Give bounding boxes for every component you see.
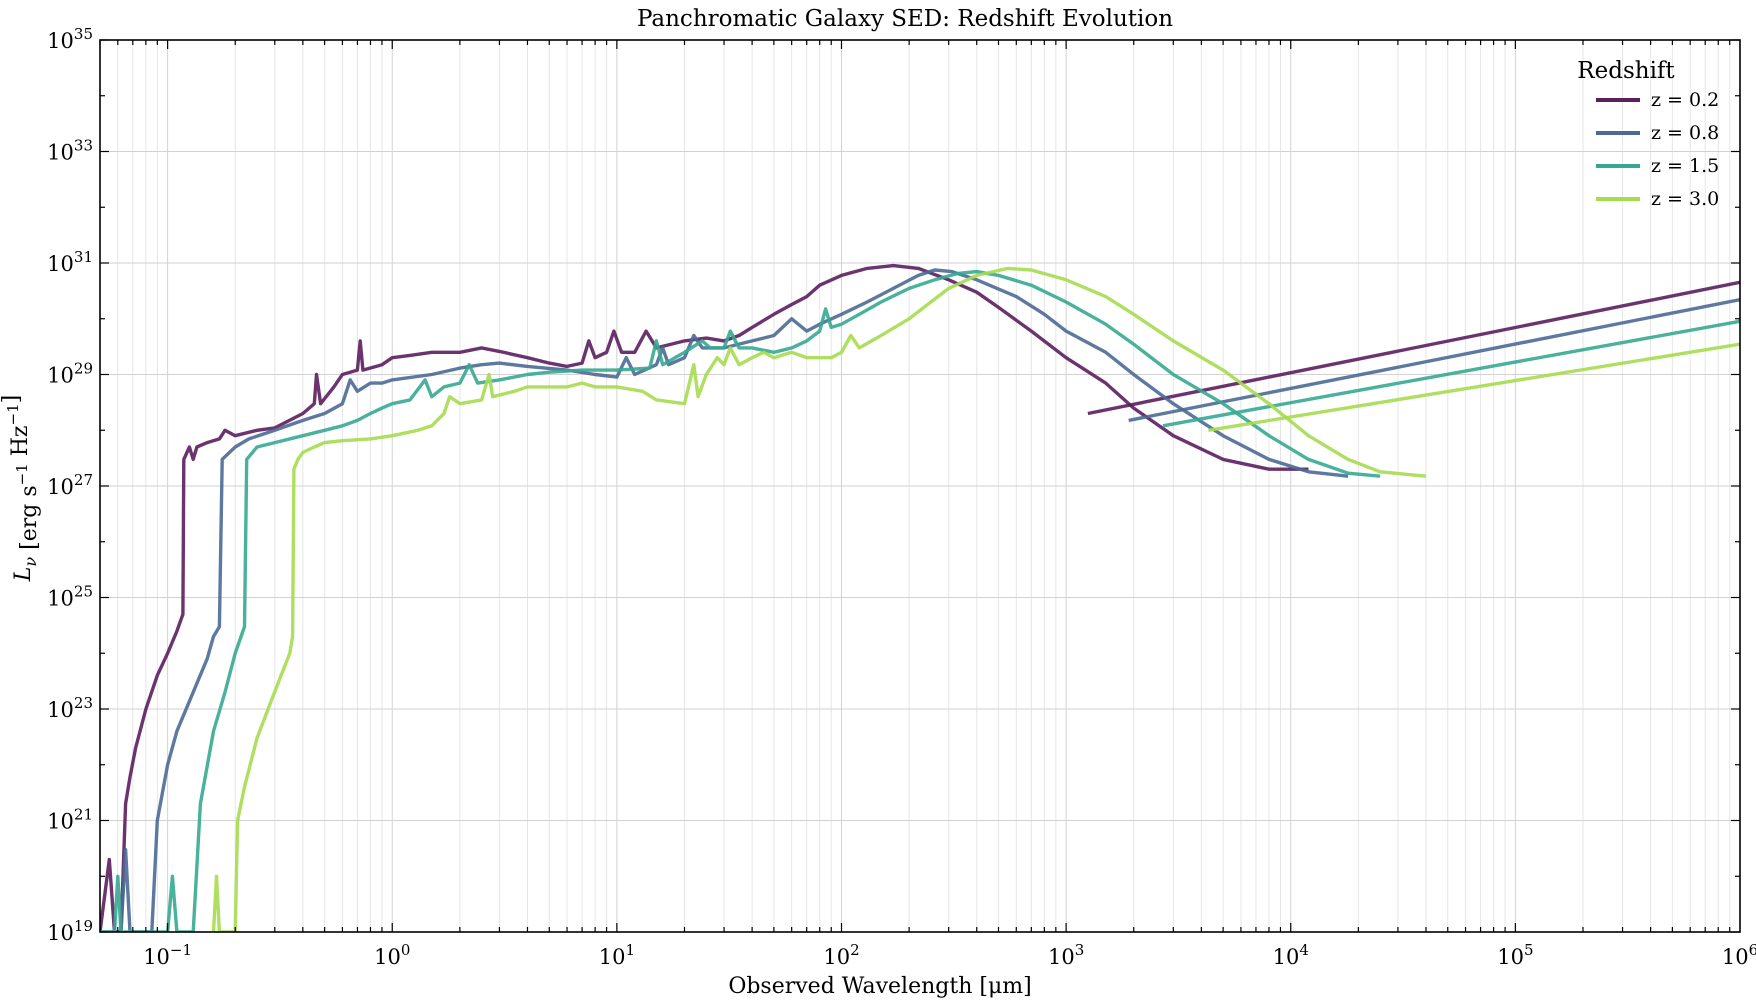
legend-label: z = 0.8 [1651,122,1719,144]
y-tick-label: 1021 [47,806,93,834]
x-tick-label: 102 [823,941,859,969]
y-tick-label: 1029 [47,360,93,388]
series-radio-line-z2 [1162,319,1740,428]
x-axis-label: Observed Wavelength [μm] [728,974,1031,999]
legend-label: z = 1.5 [1651,155,1719,177]
grid-lines [99,39,1740,933]
x-tick-label: 101 [599,941,635,969]
series-radio-line-z1 [1128,298,1740,423]
y-tick-label: 1019 [47,917,93,945]
series-line-z0 [100,263,1309,932]
legend-label: z = 3.0 [1651,188,1719,210]
y-tick-label: 1035 [47,25,93,53]
y-tick-label: 1031 [47,248,93,276]
legend: Redshift z = 0.2 z = 0.8 z = 1.5 z = 3.0 [1577,58,1719,210]
x-tick-label: 10−1 [143,941,192,969]
axis-ticks [99,39,1740,933]
series-line-z2 [100,269,1381,932]
x-tick-label: 105 [1497,941,1533,969]
chart-title: Panchromatic Galaxy SED: Redshift Evolut… [637,6,1173,32]
tick-labels: 10−1 100 101 102 103 104 105 106 1019 1021 1023 102… [47,25,1756,969]
y-axis-label: Lν [erg s−1 Hz−1] [0,395,42,582]
x-tick-label: 104 [1273,941,1309,969]
x-tick-label: 100 [374,941,410,969]
legend-title: Redshift [1577,58,1675,84]
series-layer [100,263,1740,932]
y-tick-label: 1033 [47,137,93,165]
x-tick-label: 106 [1722,941,1756,969]
x-tick-label: 103 [1048,941,1084,969]
series-radio-line-z0 [1087,280,1740,416]
legend-label: z = 0.2 [1651,89,1719,111]
y-tick-label: 1027 [47,471,93,499]
series-line-z3 [211,266,1427,932]
y-tick-label: 1025 [47,583,93,611]
y-tick-label: 1023 [47,694,93,722]
series-radio-line-z3 [1208,342,1740,432]
series-line-z1 [100,268,1349,932]
